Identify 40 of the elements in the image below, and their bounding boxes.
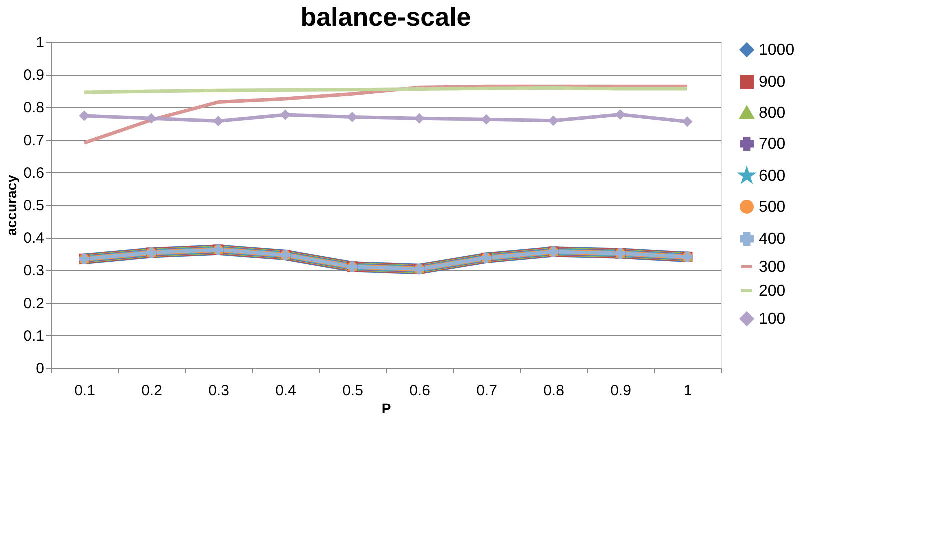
legend-label: 900 <box>759 74 786 91</box>
legend-label: 500 <box>759 199 786 216</box>
x-tick-label: 0.7 <box>476 382 498 400</box>
y-tick-label: 0.7 <box>24 132 44 150</box>
point <box>213 116 224 126</box>
y-tick-label: 1 <box>36 34 44 52</box>
y-tick-label: 0.2 <box>24 295 44 312</box>
legend-label: 1000 <box>759 42 795 59</box>
x-tick-label: 0.1 <box>74 382 96 400</box>
legend-label: 200 <box>759 283 786 300</box>
x-tick-label: 0.9 <box>610 382 632 400</box>
point <box>79 110 90 122</box>
x-tick-label: 0.5 <box>342 382 364 400</box>
point <box>280 110 291 120</box>
x-tick-label: 0.4 <box>276 382 296 400</box>
legend-label: 400 <box>759 231 786 248</box>
x-tick-label: 0.2 <box>142 382 162 400</box>
x-axis-title: P <box>382 400 392 416</box>
legend-label: 700 <box>759 136 786 153</box>
point <box>347 112 358 123</box>
legend-label: 100 <box>759 311 786 328</box>
y-tick-label: 0.6 <box>24 164 44 182</box>
y-tick-label: 0.4 <box>24 230 44 248</box>
x-tick-label: 0.8 <box>544 382 564 400</box>
chart-title: balance-scale <box>300 2 472 32</box>
y-tick-label: 0.8 <box>24 100 44 117</box>
y-tick-label: 0 <box>36 360 44 378</box>
point <box>682 116 693 128</box>
y-tick-label: 0.3 <box>24 262 44 280</box>
x-tick-label: 1 <box>684 382 692 400</box>
point <box>615 109 626 120</box>
x-tick-label: 0.6 <box>410 382 430 400</box>
y-tick-label: 0.1 <box>24 328 44 345</box>
y-axis-title: accuracy <box>4 174 20 236</box>
legend-label: 600 <box>759 168 786 185</box>
legend-label: 800 <box>759 105 786 122</box>
y-tick-label: 0.9 <box>24 67 44 84</box>
y-tick-label: 0.5 <box>24 198 44 214</box>
legend-label: 300 <box>759 259 786 276</box>
x-tick-label: 0.3 <box>208 382 230 400</box>
